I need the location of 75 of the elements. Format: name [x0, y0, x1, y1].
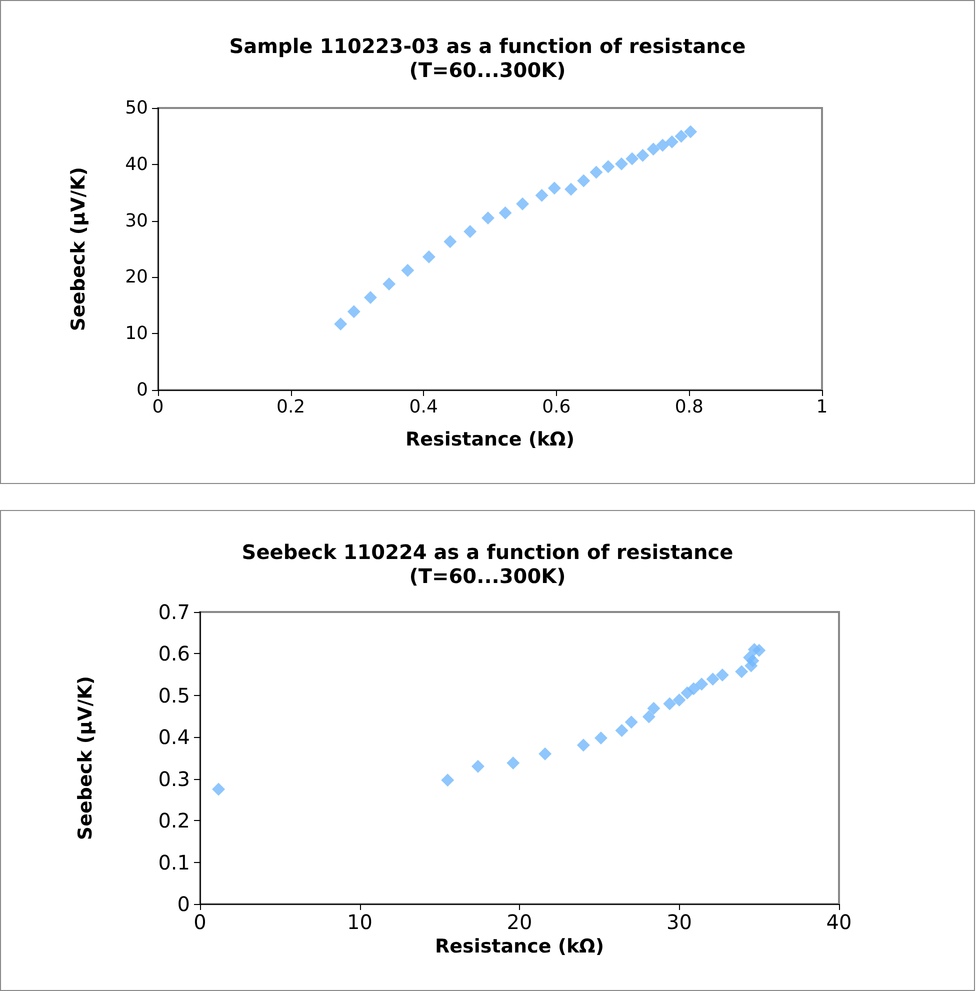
- point: [674, 130, 688, 143]
- point: [684, 125, 698, 138]
- point: [752, 644, 766, 657]
- point: [506, 756, 520, 770]
- x-axis-title: Resistance (kΩ): [406, 428, 574, 450]
- y-tick-label: 10: [125, 323, 148, 344]
- point: [656, 138, 670, 152]
- x-tick-label: 0.6: [542, 396, 571, 418]
- y-tick-label: 0.5: [158, 683, 190, 708]
- point: [590, 166, 603, 179]
- chart-title: Sample 110223-03 as a function of resistance (T=60...300K): [229, 34, 746, 82]
- point: [663, 697, 676, 710]
- point: [746, 654, 760, 668]
- point: [334, 318, 348, 331]
- point: [646, 142, 660, 156]
- point: [382, 277, 396, 290]
- point: [695, 678, 708, 691]
- point: [548, 182, 561, 195]
- y-tick-label: 0.1: [158, 850, 190, 874]
- x-tick-label: 1: [816, 396, 828, 418]
- point: [441, 774, 454, 787]
- point: [577, 174, 590, 188]
- point: [535, 188, 548, 202]
- point: [422, 250, 436, 264]
- point: [212, 782, 226, 796]
- point: [564, 182, 578, 196]
- point: [624, 716, 638, 729]
- point: [401, 264, 414, 277]
- point: [687, 682, 700, 696]
- point: [672, 694, 686, 707]
- point: [647, 702, 660, 715]
- x-tick-label: 40: [826, 910, 852, 934]
- x-tick-label: 0.8: [674, 396, 704, 418]
- point: [615, 724, 628, 737]
- x-tick-label: 20: [506, 910, 532, 934]
- point: [471, 760, 484, 773]
- point: [735, 665, 748, 678]
- point: [444, 235, 457, 248]
- y-tick-label: 0: [136, 380, 148, 400]
- y-tick-label: 20: [125, 266, 148, 288]
- point: [538, 747, 552, 760]
- y-tick-label: 0.7: [158, 600, 190, 624]
- y-tick-label: 50: [125, 98, 148, 118]
- chart-title: Seebeck 110224 as a function of resistance (T=60...300K): [242, 540, 734, 588]
- point: [498, 206, 512, 220]
- point: [642, 710, 656, 724]
- y-tick-label: 0.6: [158, 642, 190, 666]
- x-tick-label: 0: [194, 910, 206, 934]
- y-tick-label: 0.2: [158, 808, 190, 833]
- x-tick-label: 0.2: [276, 396, 306, 418]
- y-tick-label: 0.4: [158, 725, 190, 750]
- point: [516, 197, 530, 210]
- point: [576, 738, 590, 752]
- y-tick-label: 40: [125, 154, 148, 175]
- x-axis-title: Resistance (kΩ): [435, 935, 604, 958]
- point: [614, 157, 628, 170]
- x-tick-label: 30: [666, 910, 692, 934]
- point: [594, 731, 608, 744]
- x-tick-label: 10: [347, 910, 372, 934]
- y-tick-label: 0.3: [158, 766, 190, 791]
- y-tick-label: 0: [177, 892, 190, 916]
- point: [482, 211, 495, 224]
- point: [602, 160, 615, 174]
- point: [636, 148, 650, 162]
- point: [364, 291, 377, 304]
- y-axis-title: Seebeck (μV/K): [68, 166, 90, 332]
- y-axis-title: Seebeck (μV/K): [74, 676, 96, 840]
- point: [626, 152, 639, 166]
- y-tick-label: 30: [125, 210, 148, 232]
- point: [716, 668, 729, 682]
- point: [464, 225, 477, 238]
- x-tick-label: 0.4: [409, 396, 438, 418]
- point: [706, 672, 720, 686]
- point: [665, 135, 678, 148]
- point: [347, 305, 360, 318]
